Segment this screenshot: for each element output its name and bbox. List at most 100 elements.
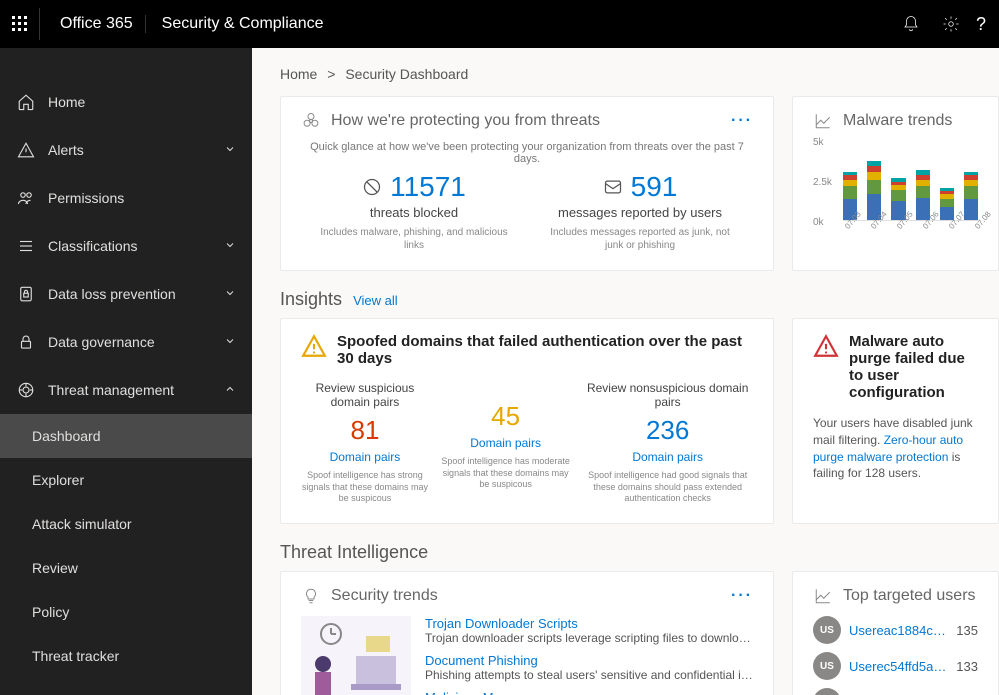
chevron-up-icon (224, 382, 236, 398)
warning-icon (301, 333, 327, 359)
sidebar-subitem-policy[interactable]: Policy (0, 590, 252, 634)
targeted-user-row[interactable]: USUser579833bd0f799693...98 (813, 688, 978, 695)
domain-pairs-link[interactable]: Domain pairs (301, 450, 429, 464)
waffle-icon (12, 16, 28, 32)
sidebar-subitem-threat-tracker[interactable]: Threat tracker (0, 634, 252, 678)
breadcrumb-home[interactable]: Home (280, 66, 317, 82)
domain-pairs-link[interactable]: Domain pairs (439, 436, 572, 450)
card-more-button[interactable]: ··· (731, 112, 753, 130)
avatar: US (813, 652, 841, 680)
nav-icon (16, 140, 36, 160)
chart-icon (813, 586, 833, 606)
nav-icon (16, 188, 36, 208)
messages-reported-metric: 591 messages reported by users Includes … (540, 171, 740, 252)
sidebar-item-data-governance[interactable]: Data governance (0, 318, 252, 366)
chart-bar (940, 188, 954, 220)
app-name: Security & Compliance (146, 15, 340, 33)
security-trend-item[interactable]: Trojan Downloader ScriptsTrojan download… (425, 616, 753, 645)
targeted-user-row[interactable]: USUserec54ffd5a8b689b8f...133 (813, 652, 978, 680)
sidebar-item-alerts[interactable]: Alerts (0, 126, 252, 174)
sidebar-item-label: Explorer (32, 472, 236, 488)
chart-bar (964, 172, 978, 220)
sidebar-item-label: Threat tracker (32, 648, 236, 664)
malware-chart: 5k2.5k0k 07.0307.0407.0507.0607.0707.08 (813, 141, 978, 251)
domain-pair-metric: Review nonsuspicious domain pairs236Doma… (582, 381, 753, 505)
sidebar-item-label: Alerts (48, 142, 224, 158)
security-trend-item[interactable]: Malicious MacrosMacros are a feature of … (425, 690, 753, 695)
sidebar-item-label: Policy (32, 604, 236, 620)
domain-pair-metric: Review suspicious domain pairs81Domain p… (301, 381, 429, 505)
user-link[interactable]: Userec54ffd5a8b689b8f... (849, 659, 948, 674)
brand-label[interactable]: Office 365 (48, 15, 146, 33)
top-targeted-card: Top targeted users US Usereac1884c3573c6f… (792, 571, 999, 695)
purge-body: Your users have disabled junk mail filte… (813, 415, 978, 482)
sidebar-item-label: Threat management (48, 382, 224, 398)
sidebar-item-label: Review (32, 560, 236, 576)
security-trend-item[interactable]: Document PhishingPhishing attempts to st… (425, 653, 753, 682)
alert-icon (813, 333, 839, 359)
nav-icon (16, 284, 36, 304)
sidebar-subitem-review[interactable]: Review (0, 546, 252, 590)
sidebar-subitem-attack-simulator[interactable]: Attack simulator (0, 502, 252, 546)
bell-icon (902, 15, 920, 33)
app-launcher-button[interactable] (8, 8, 40, 40)
sidebar-item-label: Attack simulator (32, 516, 236, 532)
sidebar-item-home[interactable]: Home (0, 78, 252, 126)
sidebar-subitem-dashboard[interactable]: Dashboard (0, 414, 252, 458)
targeted-title: Top targeted users (843, 587, 976, 605)
top-bar: Office 365 Security & Compliance ? (0, 0, 999, 48)
nav-icon (16, 380, 36, 400)
sidebar: Home Alerts Permissions Classifications Data… (0, 48, 252, 695)
avatar: US (813, 688, 841, 695)
illustration-icon (301, 616, 411, 695)
insights-heading: Insights View all (280, 289, 999, 310)
sidebar-item-classifications[interactable]: Classifications (0, 222, 252, 270)
report-icon (603, 177, 623, 197)
ti-heading: Threat Intelligence (280, 542, 999, 563)
biohazard-icon (301, 111, 321, 131)
chevron-down-icon (224, 286, 236, 302)
sidebar-item-label: Data governance (48, 334, 224, 350)
bulb-icon (301, 586, 321, 606)
sidebar-item-data-loss-prevention[interactable]: Data loss prevention (0, 270, 252, 318)
help-icon: ? (976, 14, 986, 35)
nav-icon (16, 236, 36, 256)
breadcrumb-page: Security Dashboard (345, 66, 468, 82)
card-more-button[interactable]: ··· (731, 587, 753, 605)
malware-card-title: Malware trends (843, 112, 952, 130)
purge-title: Malware auto purge failed due to user co… (849, 333, 978, 401)
sidebar-item-threat-management[interactable]: Threat management (0, 366, 252, 414)
protection-card-title: How we're protecting you from threats (331, 112, 600, 130)
protection-subtitle: Quick glance at how we've been protectin… (301, 141, 753, 165)
purge-failed-card: Malware auto purge failed due to user co… (792, 318, 999, 524)
breadcrumb: Home > Security Dashboard (280, 66, 999, 82)
chart-icon (813, 111, 833, 131)
sidebar-item-label: Dashboard (32, 428, 236, 444)
security-trends-card: Security trends ··· Tro (280, 571, 774, 695)
domain-pairs-link[interactable]: Domain pairs (582, 450, 753, 464)
notifications-button[interactable] (891, 0, 931, 48)
malware-trends-card: Malware trends 5k2.5k0k 07.0307.0407.050… (792, 96, 999, 271)
protection-card: How we're protecting you from threats ··… (280, 96, 774, 271)
main-content: Home > Security Dashboard How we're prot… (252, 48, 999, 695)
settings-button[interactable] (931, 0, 971, 48)
domain-pair-metric: 45Domain pairsSpoof intelligence has mod… (439, 381, 572, 505)
help-button[interactable]: ? (971, 0, 991, 48)
sidebar-item-label: Permissions (48, 190, 236, 206)
chevron-down-icon (224, 142, 236, 158)
threats-blocked-metric: 11571 threats blocked Includes malware, … (314, 171, 514, 252)
nav-icon (16, 332, 36, 352)
avatar: US (813, 616, 841, 644)
chart-bar (916, 170, 930, 220)
sidebar-subitem-explorer[interactable]: Explorer (0, 458, 252, 502)
sidebar-item-label: Classifications (48, 238, 224, 254)
targeted-user-row[interactable]: USUsereac1884c3573c6f4e...135 (813, 616, 978, 644)
insights-viewall-link[interactable]: View all (353, 293, 398, 308)
chevron-down-icon (224, 334, 236, 350)
sidebar-item-permissions[interactable]: Permissions (0, 174, 252, 222)
spoofed-domains-card: Spoofed domains that failed authenticati… (280, 318, 774, 524)
spoof-title: Spoofed domains that failed authenticati… (337, 333, 753, 367)
nav-icon (16, 92, 36, 112)
block-icon (362, 177, 382, 197)
user-link[interactable]: Usereac1884c3573c6f4e... (849, 623, 948, 638)
